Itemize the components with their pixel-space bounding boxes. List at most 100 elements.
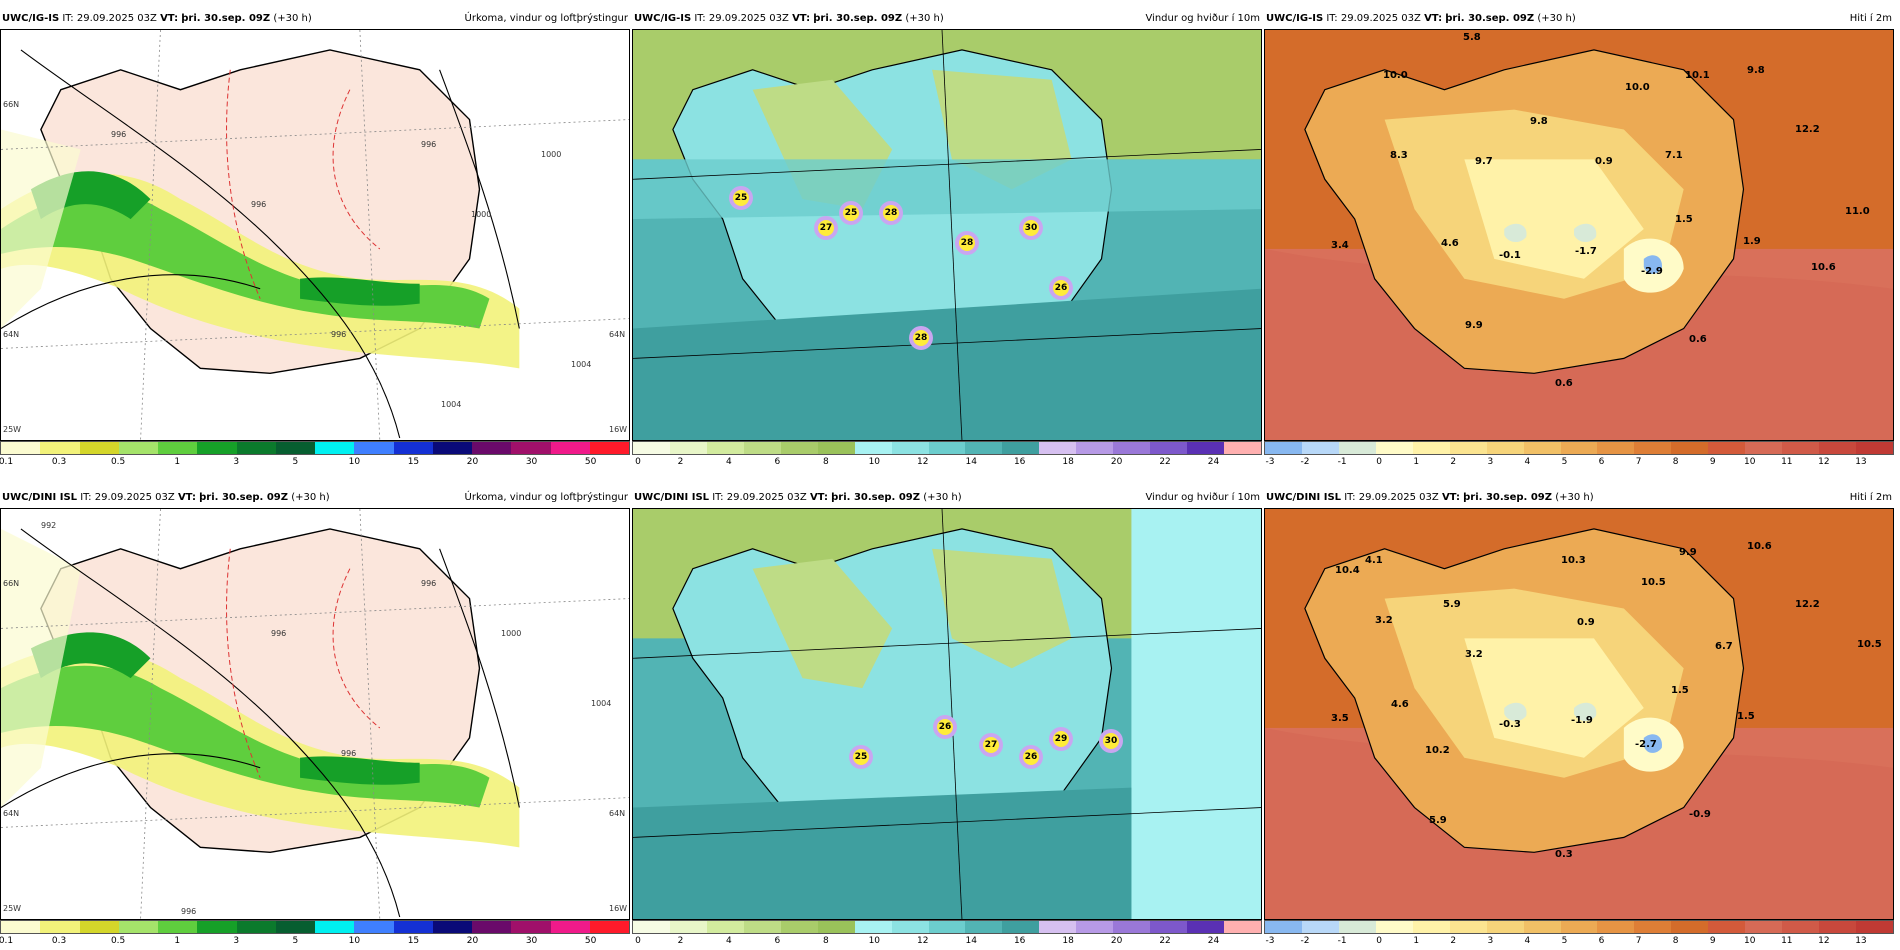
valid-time: þri. 30.sep. 09Z xyxy=(813,12,903,24)
temp-value-label: 9.9 xyxy=(1465,320,1483,331)
gust-max-label: 27 xyxy=(818,220,834,236)
colorbar-swatch xyxy=(472,442,512,454)
colorbar-tick-label: 12 xyxy=(917,457,929,467)
colorbar-tick-label: 15 xyxy=(407,457,420,467)
colorbar-tick-label: 3 xyxy=(233,936,240,946)
colorbar-tick-label: -3 xyxy=(1265,936,1275,946)
colorbar-swatch xyxy=(40,442,80,454)
colorbar-swatch xyxy=(118,921,158,933)
grid-label: 64N xyxy=(3,330,20,339)
lead-time: (+30 h) xyxy=(291,491,330,503)
colorbar-tick-label: 0.5 xyxy=(110,936,126,946)
colorbar-swatch xyxy=(1412,442,1450,454)
colorbar-swatch xyxy=(315,921,355,933)
gust-max-label: 30 xyxy=(1023,220,1039,236)
colorbar-tick-label: 10 xyxy=(868,457,881,467)
temp-panel-row1: UWC/IG-IS IT: 29.09.2025 03Z VT: þri. 30… xyxy=(1264,8,1894,468)
grid-label: 16W xyxy=(609,425,628,434)
colorbar-tick-label: 11 xyxy=(1781,936,1793,946)
gust-max-label: 28 xyxy=(883,205,899,221)
wind-colorbar-ticks: 0 2 4 6 8 10 12 14 16 18 20 22 24 xyxy=(632,936,1262,948)
colorbar-tick-label: -1 xyxy=(1337,457,1347,467)
colorbar-swatch xyxy=(1819,921,1856,933)
colorbar-swatch xyxy=(1150,921,1188,933)
colorbar-swatch xyxy=(236,442,276,454)
colorbar-tick-label: 8 xyxy=(1672,936,1679,946)
colorbar-swatch xyxy=(1002,442,1040,454)
isobar-label: 1004 xyxy=(571,360,592,369)
colorbar-swatch xyxy=(669,442,707,454)
colorbar-swatch xyxy=(40,921,80,933)
temp-value-label: 9.7 xyxy=(1475,156,1493,167)
grid-label: 64N xyxy=(609,330,626,339)
colorbar-tick-label: 18 xyxy=(1062,457,1074,467)
colorbar-tick-label: 20 xyxy=(466,457,479,467)
colorbar-tick-label: 14 xyxy=(965,457,977,467)
colorbar-tick-label: -1 xyxy=(1337,936,1347,946)
isobar-label: 996 xyxy=(181,907,197,916)
lead-time: (+30 h) xyxy=(273,12,312,24)
panel-title: Úrkoma, vindur og loftþrýstingur xyxy=(464,12,628,24)
colorbar-swatch xyxy=(158,442,198,454)
valid-time: þri. 30.sep. 09Z xyxy=(1463,491,1552,503)
colorbar-swatch xyxy=(393,442,433,454)
colorbar-tick-label: 12 xyxy=(1818,457,1830,467)
temp-map: 5.8 10.0 10.0 10.1 9.8 8.3 9.8 9.7 0.9 7… xyxy=(1264,29,1894,441)
colorbar-tick-label: 3 xyxy=(1487,936,1494,946)
precip-colorbar-ticks: 0.1 0.3 0.5 1 3 5 10 15 20 30 50 xyxy=(0,936,630,948)
wind-panel-row2: UWC/DINI ISL IT: 29.09.2025 03Z VT: þri.… xyxy=(632,487,1262,947)
colorbar-tick-label: 5 xyxy=(292,457,299,467)
isobar-label: 1004 xyxy=(441,400,462,409)
colorbar-tick-label: 50 xyxy=(584,936,597,946)
panel-header: UWC/IG-IS IT: 29.09.2025 03Z VT: þri. 30… xyxy=(632,8,1262,28)
colorbar-tick-label: 12 xyxy=(917,936,929,946)
isobar-label: 996 xyxy=(271,629,287,638)
temp-value-label: 5.9 xyxy=(1429,815,1447,826)
colorbar-swatch xyxy=(1150,442,1188,454)
colorbar-swatch xyxy=(432,921,472,933)
temp-value-label: 3.2 xyxy=(1465,649,1483,660)
lead-time: (+30 h) xyxy=(1555,491,1594,503)
temp-value-label: -1.9 xyxy=(1571,715,1593,726)
wind-map: 25 26 27 29 26 30 xyxy=(632,508,1262,920)
colorbar-swatch xyxy=(1560,921,1598,933)
colorbar-tick-label: 30 xyxy=(525,936,538,946)
isobar-label: 1000 xyxy=(541,150,562,159)
colorbar-swatch xyxy=(1039,442,1077,454)
temp-value-label: 1.5 xyxy=(1671,685,1689,696)
colorbar-tick-label: 24 xyxy=(1207,936,1220,946)
init-time: IT: 29.09.2025 03Z xyxy=(80,491,175,503)
colorbar-tick-label: 14 xyxy=(965,936,977,946)
init-time: IT: 29.09.2025 03Z xyxy=(694,12,789,24)
colorbar-tick-label: 1 xyxy=(174,936,181,946)
colorbar-tick-label: 18 xyxy=(1062,936,1074,946)
colorbar-swatch xyxy=(1265,442,1302,454)
temp-value-label: 10.1 xyxy=(1685,70,1710,81)
temp-value-label: 9.8 xyxy=(1747,65,1765,76)
wind-colorbar-ticks: 0 2 4 6 8 10 12 14 16 18 20 22 24 xyxy=(632,457,1262,469)
panel-title: Hiti í 2m xyxy=(1849,491,1892,503)
colorbar-tick-label: 10 xyxy=(868,936,881,946)
colorbar-swatch xyxy=(589,442,629,454)
temp-value-label: 12.2 xyxy=(1795,599,1820,610)
colorbar-tick-label: 5 xyxy=(1561,936,1568,946)
colorbar-swatch xyxy=(1597,921,1635,933)
colorbar-swatch xyxy=(589,921,629,933)
temp-colorbar xyxy=(1264,920,1894,934)
temp-value-label: -0.1 xyxy=(1499,250,1521,261)
temp-value-label: 10.2 xyxy=(1425,745,1450,756)
colorbar-tick-label: 0.3 xyxy=(51,936,67,946)
temp-value-label: 0.9 xyxy=(1577,617,1595,628)
isobar-label: 996 xyxy=(331,330,347,339)
temp-value-label: 9.9 xyxy=(1679,547,1697,558)
gust-max-label: 30 xyxy=(1103,733,1119,749)
model-name: UWC/IG-IS xyxy=(1266,12,1324,24)
model-name: UWC/DINI ISL xyxy=(2,491,78,503)
colorbar-swatch xyxy=(1412,921,1450,933)
gust-max-label: 25 xyxy=(733,190,749,206)
isobar-label: 996 xyxy=(341,749,357,758)
colorbar-swatch xyxy=(1560,442,1598,454)
colorbar-swatch xyxy=(550,921,590,933)
panel-title: Vindur og hviður í 10m xyxy=(1145,12,1260,24)
colorbar-tick-label: 1 xyxy=(1413,936,1420,946)
